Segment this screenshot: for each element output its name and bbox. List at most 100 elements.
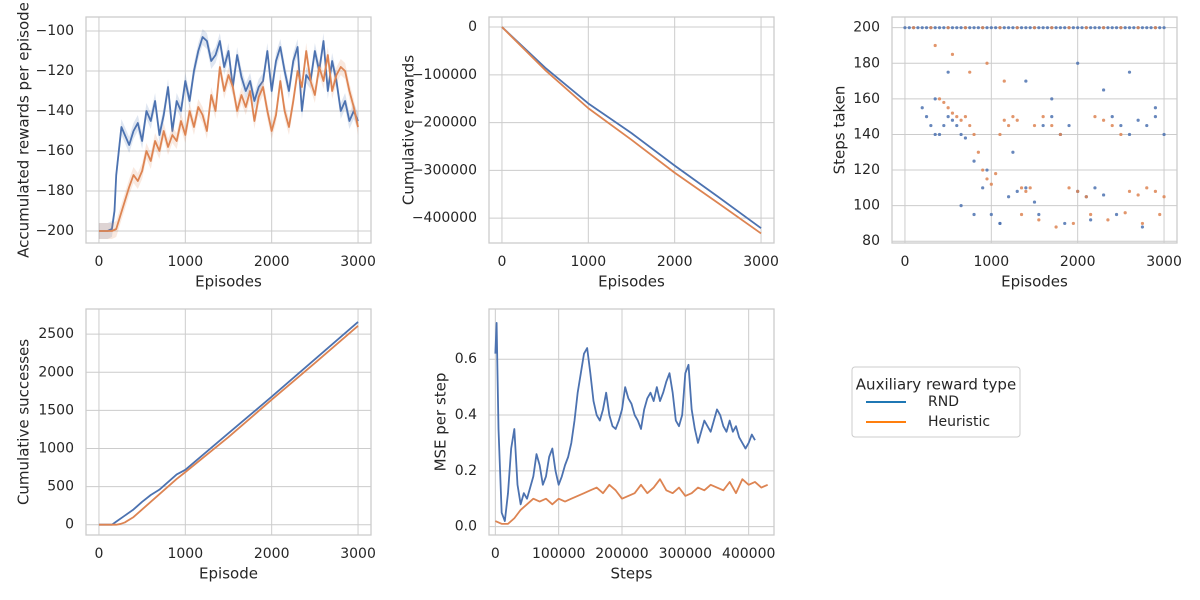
steps-taken-point — [1137, 26, 1140, 29]
steps-taken-point — [929, 124, 932, 127]
cumulative-successes-axes-frame — [86, 309, 371, 535]
steps-taken-point — [972, 133, 975, 136]
mse-per-step-xtick-label: 0 — [491, 546, 500, 562]
steps-taken-point — [959, 26, 962, 29]
steps-taken-point — [934, 133, 937, 136]
steps-taken-point — [1119, 26, 1122, 29]
steps-taken-point — [1128, 190, 1131, 193]
mse-per-step-ytick-label: 0.4 — [455, 407, 477, 423]
steps-taken-point — [1124, 26, 1127, 29]
steps-taken-point — [1067, 186, 1070, 189]
steps-taken-point — [1154, 115, 1157, 118]
steps-taken-point — [964, 136, 967, 139]
steps-taken-point — [1050, 97, 1053, 100]
accumulated-plot-area — [99, 29, 358, 239]
steps-taken-point — [1154, 190, 1157, 193]
steps-taken-point — [1037, 26, 1040, 29]
steps-taken-point — [955, 26, 958, 29]
steps-taken-point — [998, 133, 1001, 136]
mse-per-step-series-line — [495, 479, 767, 524]
panel-cumulative-rewards: 0 1000 2000 3000−400000−300000−200000−10000… — [400, 17, 779, 291]
cumulative-successes-ytick-label: 1500 — [38, 402, 74, 418]
steps-taken-point — [968, 124, 971, 127]
steps-taken-point — [1128, 71, 1131, 74]
steps-taken-point — [955, 115, 958, 118]
steps-taken-point — [1128, 133, 1131, 136]
steps-taken-point — [972, 26, 975, 29]
steps-taken-point — [1011, 115, 1014, 118]
steps-taken-point — [1003, 79, 1006, 82]
steps-taken-point — [1067, 124, 1070, 127]
steps-taken-point — [1145, 26, 1148, 29]
steps-taken-point — [1089, 26, 1092, 29]
steps-taken-point — [1020, 26, 1023, 29]
steps-taken-point — [1089, 218, 1092, 221]
steps-taken-point — [968, 26, 971, 29]
steps-taken-point — [1029, 26, 1032, 29]
cumulative-rewards-xlabel: Episodes — [598, 273, 665, 291]
cumulative-rewards-ytick-label: −300000 — [412, 162, 477, 178]
steps-taken-point — [921, 26, 924, 29]
steps-taken-ytick-label: 140 — [853, 126, 880, 142]
steps-taken-point — [977, 151, 980, 154]
panel-steps-taken: 0 1000 2000 3000 80 100 120 140 160 180 200 Episode… — [831, 17, 1182, 291]
steps-taken-point — [1098, 26, 1101, 29]
steps-taken-point — [1132, 26, 1135, 29]
steps-taken-point — [951, 111, 954, 114]
steps-taken-point — [1093, 115, 1096, 118]
cumulative-rewards-ylabel: Cumulative rewards — [400, 55, 418, 205]
steps-taken-point — [972, 213, 975, 216]
steps-taken-point — [994, 172, 997, 175]
steps-taken-point — [1042, 115, 1045, 118]
mse-per-step-ytick-label: 0.6 — [455, 351, 477, 367]
steps-taken-point — [1007, 195, 1010, 198]
steps-taken-point — [921, 106, 924, 109]
steps-taken-point — [1011, 151, 1014, 154]
steps-taken-point — [1162, 26, 1165, 29]
steps-taken-point — [929, 26, 932, 29]
steps-taken-point — [1016, 26, 1019, 29]
steps-taken-ytick-label: 100 — [853, 198, 880, 214]
legend-title: Auxiliary reward type — [856, 376, 1016, 394]
cumulative-successes-xlabel: Episode — [199, 565, 258, 583]
steps-taken-point — [1089, 213, 1092, 216]
steps-taken-point — [998, 26, 1001, 29]
steps-taken-point — [951, 119, 954, 122]
cumulative-successes-ytick-label: 2000 — [38, 364, 74, 380]
mse-per-step-xtick-label: 300000 — [659, 546, 712, 562]
steps-taken-point — [990, 26, 993, 29]
steps-taken-point — [1029, 186, 1032, 189]
cumulative-rewards-axes-frame — [489, 17, 774, 243]
mse-per-step-xtick-label: 100000 — [532, 546, 585, 562]
accumulated-ytick-label: −200 — [36, 223, 74, 239]
steps-taken-point — [1033, 200, 1036, 203]
accumulated-xlabel: Episodes — [195, 273, 262, 291]
mse-per-step-ytick-label: 0.2 — [455, 463, 477, 479]
steps-taken-xtick-label: 0 — [900, 254, 909, 270]
steps-taken-point — [916, 26, 919, 29]
accumulated-xtick-label: 1000 — [167, 254, 203, 270]
steps-taken-point — [968, 71, 971, 74]
steps-taken-point — [1016, 190, 1019, 193]
steps-taken-point — [1106, 26, 1109, 29]
steps-taken-point — [1011, 26, 1014, 29]
steps-taken-point — [1111, 26, 1114, 29]
steps-taken-point — [1128, 26, 1131, 29]
steps-taken-point — [959, 119, 962, 122]
steps-taken-point — [1050, 124, 1053, 127]
steps-taken-point — [1076, 190, 1079, 193]
steps-taken-point — [981, 168, 984, 171]
panel-cumulative-successes: 0 1000 2000 300005001000150020002500Episode… — [15, 309, 376, 583]
steps-taken-point — [1085, 26, 1088, 29]
mse-per-step-xtick-label: 200000 — [595, 546, 648, 562]
steps-taken-point — [1102, 119, 1105, 122]
steps-taken-point — [947, 26, 950, 29]
steps-taken-point — [1007, 26, 1010, 29]
steps-taken-point — [1024, 26, 1027, 29]
steps-taken-point — [1085, 195, 1088, 198]
steps-taken-point — [1059, 26, 1062, 29]
accumulated-ytick-label: −140 — [36, 103, 74, 119]
steps-taken-point — [1115, 26, 1118, 29]
steps-taken-point — [1033, 26, 1036, 29]
steps-taken-point — [959, 204, 962, 207]
